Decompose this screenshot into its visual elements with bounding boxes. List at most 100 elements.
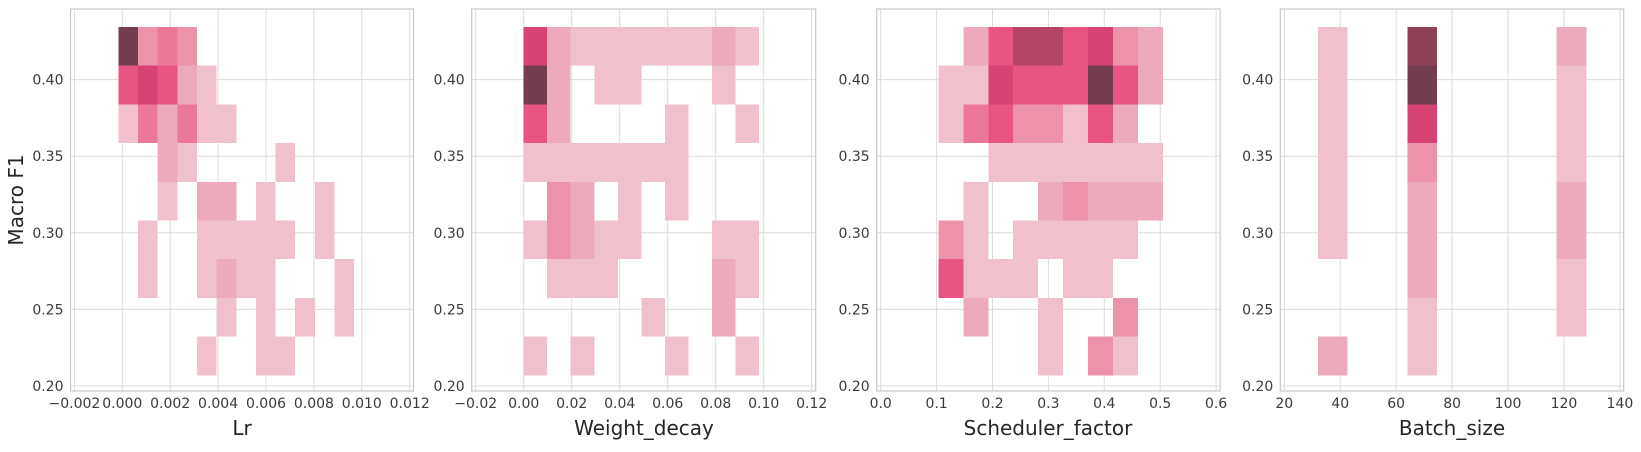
x-tick-label: 0.10 [748,396,779,412]
y-tick-label: 0.40 [839,73,870,89]
histogram-cell [963,181,989,221]
y-tick-label: 0.35 [434,149,465,165]
histogram-cell [1138,65,1164,105]
histogram-cell [1113,181,1139,221]
histogram-cell [1113,143,1139,182]
y-tick-label: 0.25 [32,302,63,318]
subplot-lr: −0.002 0.000 0.002 0.004 0.006 0.008 0.010 0.01… [32,8,430,412]
x-tick-label: 0.02 [556,396,587,412]
histogram-cell [988,259,1014,298]
y-tick-label: 0.30 [839,226,870,242]
x-tick-label: 0.0 [870,396,892,412]
histogram-cell [523,104,548,144]
y-tick-label: 0.20 [434,379,465,395]
histogram-cell [594,259,618,298]
x-tick-label: 60 [1387,396,1405,412]
histogram-cell [236,220,256,260]
x-tick-label: −0.002 [48,396,100,412]
x-tick-label: 0.3 [1037,396,1059,412]
histogram-cell [735,26,759,66]
histogram-cell [1013,259,1039,298]
x-tick-label: 100 [1495,396,1522,412]
histogram-cell [1088,65,1114,105]
histogram-cell [988,143,1014,182]
histogram-cell [641,143,665,182]
histogram-cell [1013,26,1039,66]
x-tick-label: 0.004 [198,396,238,412]
histogram-cell [1407,220,1438,260]
histogram-cell [197,336,217,376]
histogram-cell [664,181,689,221]
histogram-cell [1317,220,1348,260]
histogram-cell [664,104,689,144]
histogram-cell [1317,26,1348,66]
histogram-cell [197,220,217,260]
y-tick-label: 0.25 [434,302,465,318]
histogram-cell [547,181,571,221]
histogram-cell [216,297,237,337]
histogram-cell [216,181,237,221]
histogram-cell [138,26,158,66]
histogram-cell [1038,65,1064,105]
histogram-cell [314,220,335,260]
histogram-cell [938,65,964,105]
y-tick-label: 0.25 [839,302,870,318]
y-axis-label: Macro F1 [4,154,28,246]
histogram-cell [177,26,198,66]
histogram-cell [938,220,964,260]
histogram-cell [1407,26,1438,66]
subplot-scheduler_factor: 0.0 0.1 0.2 0.3 0.4 0.5 0.6 0.40 0.35 0.30 0.25 0.2… [839,8,1227,412]
x-tick-label: −0.02 [454,396,497,412]
y-tick-label: 0.35 [1242,149,1273,165]
axes-box [1279,8,1625,392]
histogram-cell [711,259,736,298]
histogram-cell [1138,26,1164,66]
y-tick-label: 0.25 [1242,302,1273,318]
histogram-cell [138,220,158,260]
x-tick-label: 0.00 [508,396,539,412]
histogram-cell [1407,336,1438,376]
x-tick-label: 0.5 [1149,396,1171,412]
histogram-cell [197,181,217,221]
histogram-cell [1088,259,1114,298]
histogram-cell [570,220,595,260]
histogram-cell [1317,104,1348,144]
histogram-cell [1088,104,1114,144]
x-tick-label: 0.2 [981,396,1003,412]
histogram-cell [1113,336,1139,376]
histogram-cell [641,297,665,337]
histogram-cell [570,26,595,66]
histogram-cell [1013,65,1039,105]
axes-box [471,8,817,392]
x-tick-label: 0.002 [150,396,190,412]
histogram-cell [547,259,571,298]
x-tick-label: 0.000 [102,396,142,412]
histogram-cell [157,104,178,144]
histogram-cell [664,26,689,66]
histogram-cell [334,259,355,298]
histogram-cell [1063,181,1089,221]
histogram-cell [570,181,595,221]
histogram-cell [711,220,736,260]
x-tick-label: 0.6 [1205,396,1227,412]
histogram-cell [236,259,256,298]
histogram-cell [1013,104,1039,144]
histogram-cell [138,259,158,298]
histogram-cell [711,65,736,105]
histogram-cell [1063,26,1089,66]
histogram-cell [523,26,548,66]
histogram-cell [963,297,989,337]
histogram-cell [275,220,296,260]
histogram-cell [1063,143,1089,182]
histogram-cell [118,104,139,144]
histogram-cell [1038,26,1064,66]
histogram-cell [617,220,642,260]
y-tick-label: 0.40 [1242,73,1273,89]
histogram-cell [735,220,759,260]
histogram-cell [1038,336,1064,376]
histogram-cell [547,220,571,260]
histogram-cell [1317,65,1348,105]
y-tick-label: 0.35 [839,149,870,165]
x-tick-label: 140 [1607,396,1634,412]
histogram-cell [275,336,296,376]
